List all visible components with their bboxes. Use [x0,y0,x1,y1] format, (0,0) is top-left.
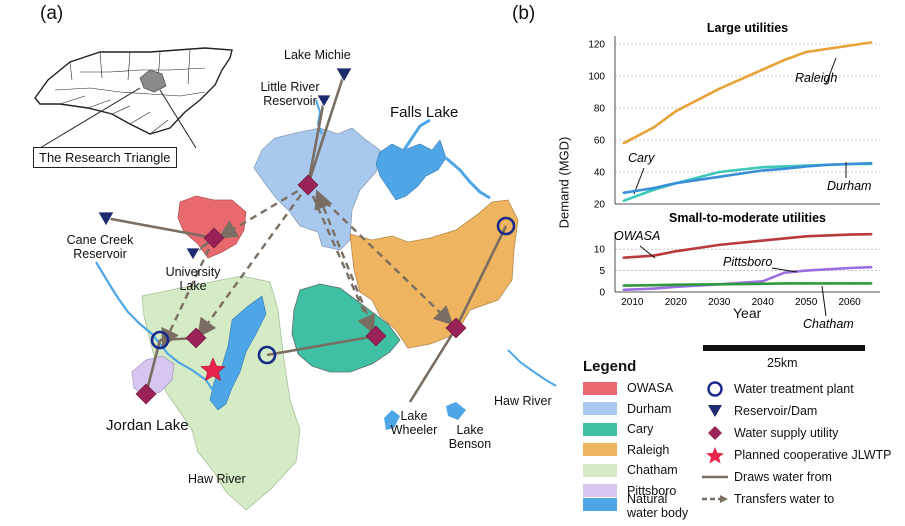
little-river-triangle-icon [316,94,332,108]
legend-area-label: Natural water body [627,492,689,520]
legend-symbol-label: Water supply utility [734,426,839,440]
wtp-cary-circle-icon [257,345,277,365]
lake-wheeler-label: Lake Wheeler [390,409,438,437]
university-lake-triangle-icon [185,247,201,261]
nc-state-inset [34,47,233,149]
legend-title: Legend [583,358,637,375]
owasa-diamond-icon [203,227,225,249]
wtp-pittsboro-circle-icon [150,330,170,350]
wtp-raleigh-circle-icon [496,216,516,236]
falls-lake [375,139,447,201]
legend-symbol-label: Draws water from [734,470,832,484]
legend-area-item: OWASA [583,381,673,395]
diamond-icon [708,426,722,440]
university-lake-label: University Lake [165,265,221,293]
y-axis-label: Demand (MGD) [556,136,572,229]
chatham-diamond-icon [185,327,207,349]
legend-swatch [583,484,617,497]
legend-area-item: Durham [583,402,671,416]
cane-creek-triangle-icon [97,211,115,227]
scale-label: 25km [767,356,798,370]
dashed-arrow-icon [702,495,728,503]
legend-area-item: Chatham [583,463,678,477]
legend-symbol-item: Reservoir/Dam [702,402,817,420]
lake-michie-triangle-icon [335,67,353,83]
treatment-plant-markers [150,216,516,365]
lake-benson-label: Lake Benson [448,423,492,451]
legend-area-item: Natural water body [583,492,703,520]
x-axis-label: Year [733,305,762,321]
jordan-lake-label: Jordan Lake [106,417,189,434]
cane-creek-label: Cane Creek Reservoir [66,233,134,261]
legend-swatch [583,422,617,436]
lake-michie-label: Lake Michie [284,48,351,62]
circle-icon [707,381,723,397]
legend-area-label: OWASA [627,381,674,395]
research-triangle-label: The Research Triangle [33,147,177,168]
solid-line-icon [702,475,728,479]
star-icon [706,447,724,464]
legend-swatch [583,463,617,477]
raleigh-area [349,199,519,349]
haw-river [95,261,215,393]
raleigh-diamond-icon [445,317,467,339]
pittsboro-diamond-icon [135,383,157,405]
legend-symbol-item: Water supply utility [702,424,838,442]
legend-area-item: Pittsboro [583,484,676,498]
triangle-icon [708,405,722,417]
legend-symbol-label: Transfers water to [734,492,835,506]
transfer-lines [161,183,454,349]
legend-symbol-label: Reservoir/Dam [734,404,818,418]
legend-swatch [583,443,617,456]
legend-symbol-item: Draws water from [702,468,832,486]
legend-symbol-label: Water treatment plant [734,382,854,396]
legend-symbol-label: Planned cooperative JLWTP [734,448,892,462]
falls-lake-label: Falls Lake [390,104,459,121]
legend-swatch [583,381,617,395]
little-river-label: Little River Reservoir [260,80,320,108]
reservoir-markers [97,67,353,261]
legend-area-label: Durham [627,401,672,416]
legend-area-label: Raleigh [627,442,670,457]
legend-area-label: Cary [627,422,654,436]
legend-symbol-item: Water treatment plant [702,380,854,398]
scale-bar [703,345,865,351]
legend-symbol-item: Planned cooperative JLWTP [702,446,892,464]
utility-markers [135,174,467,405]
legend-area-label: Chatham [627,463,678,477]
panel-b-tag: (b) [512,3,536,24]
haw-river-south-label: Haw River [188,472,246,486]
cary-area [291,283,401,373]
haw-river-east-label: Haw River [494,394,552,408]
legend-area-item: Raleigh [583,443,669,457]
legend-swatch [583,402,617,415]
legend-symbol-item: Transfers water to [702,490,834,508]
durham-area [253,127,381,251]
panel-a-tag: (a) [40,3,64,24]
durham-diamond-icon [297,174,319,196]
legend-area-item: Cary [583,422,653,436]
legend-area-label: Pittsboro [627,483,677,498]
legend-swatch [583,498,617,511]
pittsboro-area [131,355,175,397]
cary-diamond-icon [365,325,387,347]
jlwtp-star-icon [200,357,226,382]
